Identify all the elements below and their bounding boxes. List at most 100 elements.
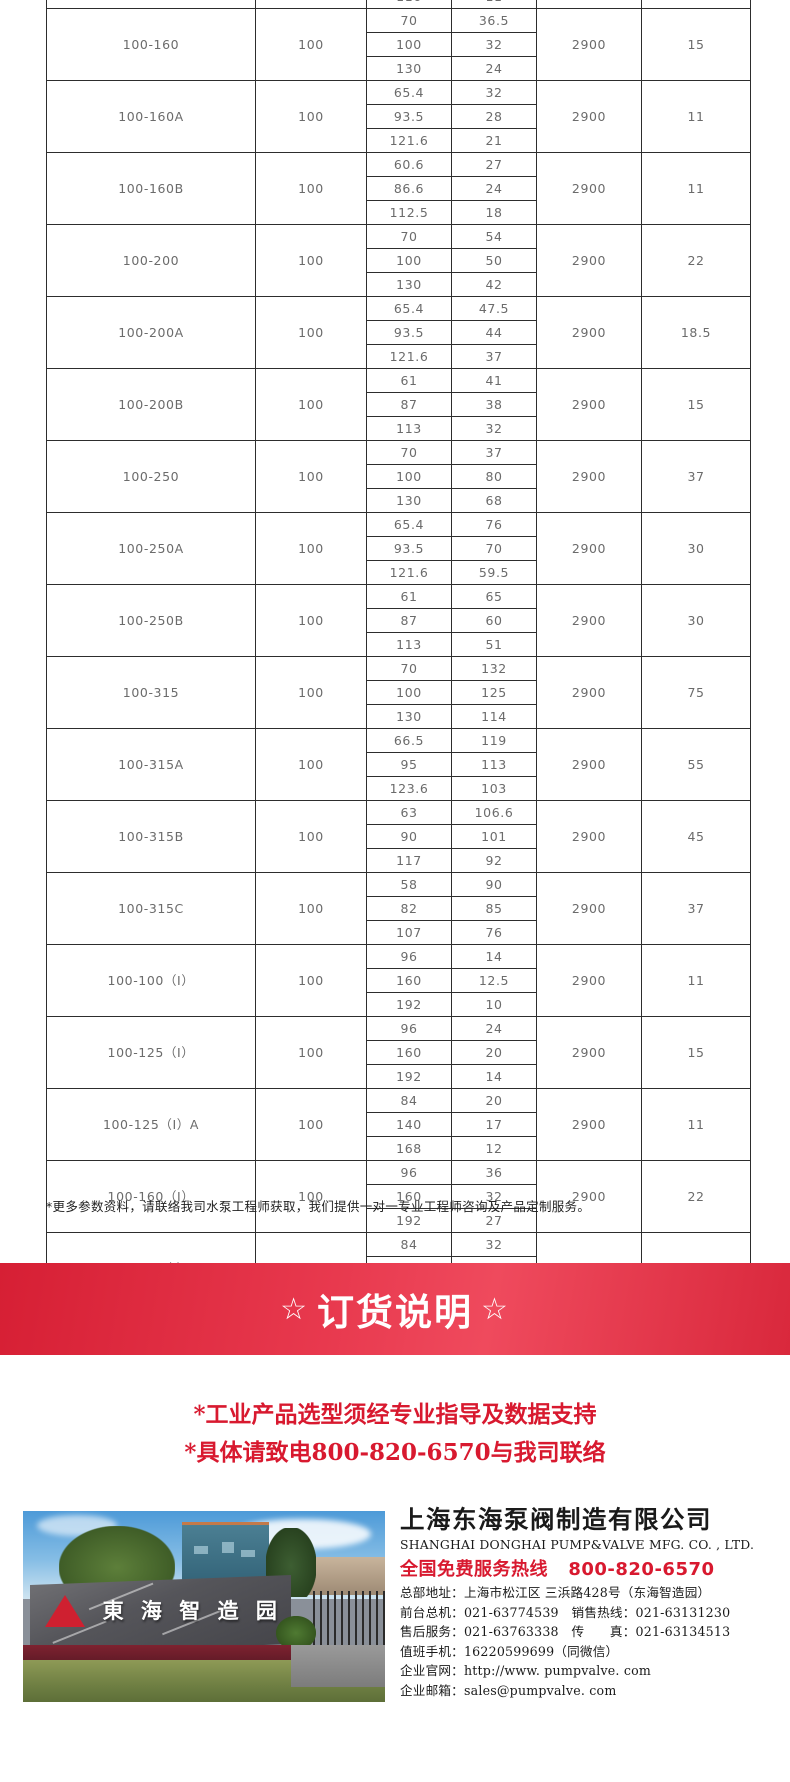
cell-flow: 84 (366, 1232, 452, 1257)
cell-head: 20 (451, 1040, 537, 1065)
cell-head: 17 (451, 1112, 537, 1137)
photo-window (222, 1541, 235, 1553)
cell-speed: 2900 (536, 944, 642, 1017)
cell-model: 100-315B (46, 800, 256, 873)
cell-head: 36.5 (451, 8, 537, 33)
cell-flow: 123.6 (366, 776, 452, 801)
cell-speed: 2900 (536, 440, 642, 513)
cell-diameter: 100 (255, 872, 367, 945)
table-row: 100-160（Ⅰ）A1008432290018.5 (46, 1232, 751, 1305)
table-row: 100-160B 100 60.6 27 2900 11 (46, 152, 751, 225)
cell-model: 100-160 (46, 8, 256, 81)
cell-flow: 70 (366, 224, 452, 249)
photo-sign-text: 東 海 智 造 园 (102, 1599, 282, 1624)
hotline-label: 全国免费服务热线 (400, 1559, 548, 1580)
photo-window (241, 1550, 256, 1558)
cell-power: 30 (641, 512, 751, 585)
order-banner-text: ☆ 订货说明 ☆ (280, 1282, 510, 1336)
table-row: 87 38 (47, 392, 751, 417)
cell-flow: 100 (366, 248, 452, 273)
pump-spec-table: 100-125A10062.61929007.5891611611100-160… (46, 0, 751, 1305)
contact-line: 售后服务：021-63763338 传 真：021-63134513 (400, 1624, 731, 1639)
cell-head: 28 (451, 104, 537, 129)
cell-speed: 2900 (536, 512, 642, 585)
order-notice-block: *工业产品选型须经专业指导及数据支持 *具体请致电800-820-6570与我司… (0, 1396, 790, 1472)
contact-line: 总部地址：上海市松江区 三浜路428号（东海智造园） (400, 1585, 711, 1600)
contact-list: 总部地址：上海市松江区 三浜路428号（东海智造园） 前台总机：021-63774… (400, 1583, 780, 1700)
cell-speed: 2900 (536, 584, 642, 657)
cell-flow: 60.6 (366, 152, 452, 177)
cell-head: 24 (451, 176, 537, 201)
table-row: 100 125 (47, 680, 751, 705)
cell-flow: 168 (366, 1136, 452, 1161)
cell-flow: 130 (366, 272, 452, 297)
cell-flow: 93.5 (366, 104, 452, 129)
cell-model: 100-315A (46, 728, 256, 801)
cell-head: 114 (451, 704, 537, 729)
cell-model: 100-250B (46, 584, 256, 657)
table-row: 100 80 (47, 464, 751, 489)
cell-flow: 87 (366, 608, 452, 633)
pump-spec-table-container: 100-125A10062.61929007.5891611611100-160… (46, 0, 751, 1305)
cell-head: 12 (451, 1136, 537, 1161)
cell-flow: 116 (366, 0, 452, 9)
notice-line-1: *工业产品选型须经专业指导及数据支持 (193, 1401, 597, 1428)
table-row: 168 12 (47, 1136, 751, 1161)
cell-model: 100-160（Ⅰ） (46, 1160, 256, 1233)
cell-head: 32 (451, 80, 537, 105)
cell-flow: 117 (366, 848, 452, 873)
cell-model: 100-250A (46, 512, 256, 585)
cell-power: 11 (641, 1088, 751, 1161)
star-right-icon: ☆ (481, 1292, 510, 1327)
cell-head: 47.5 (451, 296, 537, 321)
cell-flow: 58 (366, 872, 452, 897)
cell-flow: 130 (366, 56, 452, 81)
photo-gate-fence (312, 1591, 385, 1645)
cell-model: 100-200A (46, 296, 256, 369)
cell-head: 24 (451, 1016, 537, 1041)
cell-head: 92 (451, 848, 537, 873)
cell-power: 15 (641, 8, 751, 81)
cell-flow: 160 (366, 1040, 452, 1065)
cell-head: 21 (451, 128, 537, 153)
cell-flow: 63 (366, 800, 452, 825)
company-info: 上海东海泵阀制造有限公司 SHANGHAI DONGHAI PUMP&VALVE… (400, 1505, 780, 1700)
table-row: 100-200A 100 65.4 47.5 2900 18.5 (46, 296, 751, 369)
cell-diameter: 100 (255, 440, 367, 513)
table-row: 100-160 100 70 36.5 2900 15 (46, 8, 751, 81)
cell-power: 15 (641, 368, 751, 441)
order-instructions-banner: ☆ 订货说明 ☆ (0, 1263, 790, 1355)
cell-speed: 2900 (536, 224, 642, 297)
donghai-logo-icon (44, 1595, 85, 1628)
cell-speed: 2900 (536, 728, 642, 801)
cell-flow: 65.4 (366, 80, 452, 105)
table-row: 192 10 (47, 992, 751, 1017)
cell-head: 41 (451, 368, 537, 393)
cell-head: 38 (451, 392, 537, 417)
cell-head: 42 (451, 272, 537, 297)
cell-flow: 100 (366, 464, 452, 489)
cell-head: 32 (451, 416, 537, 441)
contact-line: 前台总机：021-63774539 销售热线：021-63131230 (400, 1604, 731, 1620)
table-row: 130 68 (47, 488, 751, 513)
table-row: 100-315C 100 58 90 2900 37 (46, 872, 751, 945)
cell-model: 100-160B (46, 152, 256, 225)
cell-power: 30 (641, 584, 751, 657)
cell-head: 27 (451, 152, 537, 177)
order-banner-title: 订货说明 (317, 1291, 473, 1334)
table-row: 130 114 (47, 704, 751, 729)
cell-speed: 2900 (536, 656, 642, 729)
cell-flow: 192 (366, 992, 452, 1017)
facility-photo: 東 海 智 造 园 (23, 1511, 385, 1702)
table-row: 86.6 24 (47, 176, 751, 201)
cell-flow: 70 (366, 440, 452, 465)
cell-head: 85 (451, 896, 537, 921)
cell-head: 14 (451, 944, 537, 969)
cell-head: 37 (451, 440, 537, 465)
cell-model: 100-100（Ⅰ） (46, 944, 256, 1017)
cell-diameter: 100 (255, 656, 367, 729)
table-row: 100-160（Ⅰ） 100 96 36 2900 22 (46, 1160, 751, 1233)
table-row: 100-250B 100 61 65 2900 30 (46, 584, 751, 657)
cell-diameter: 100 (255, 368, 367, 441)
page-footer: 東 海 智 造 园 上海东海泵阀制造有限公司 SHANGHAI DONGHAI … (0, 1505, 790, 1705)
